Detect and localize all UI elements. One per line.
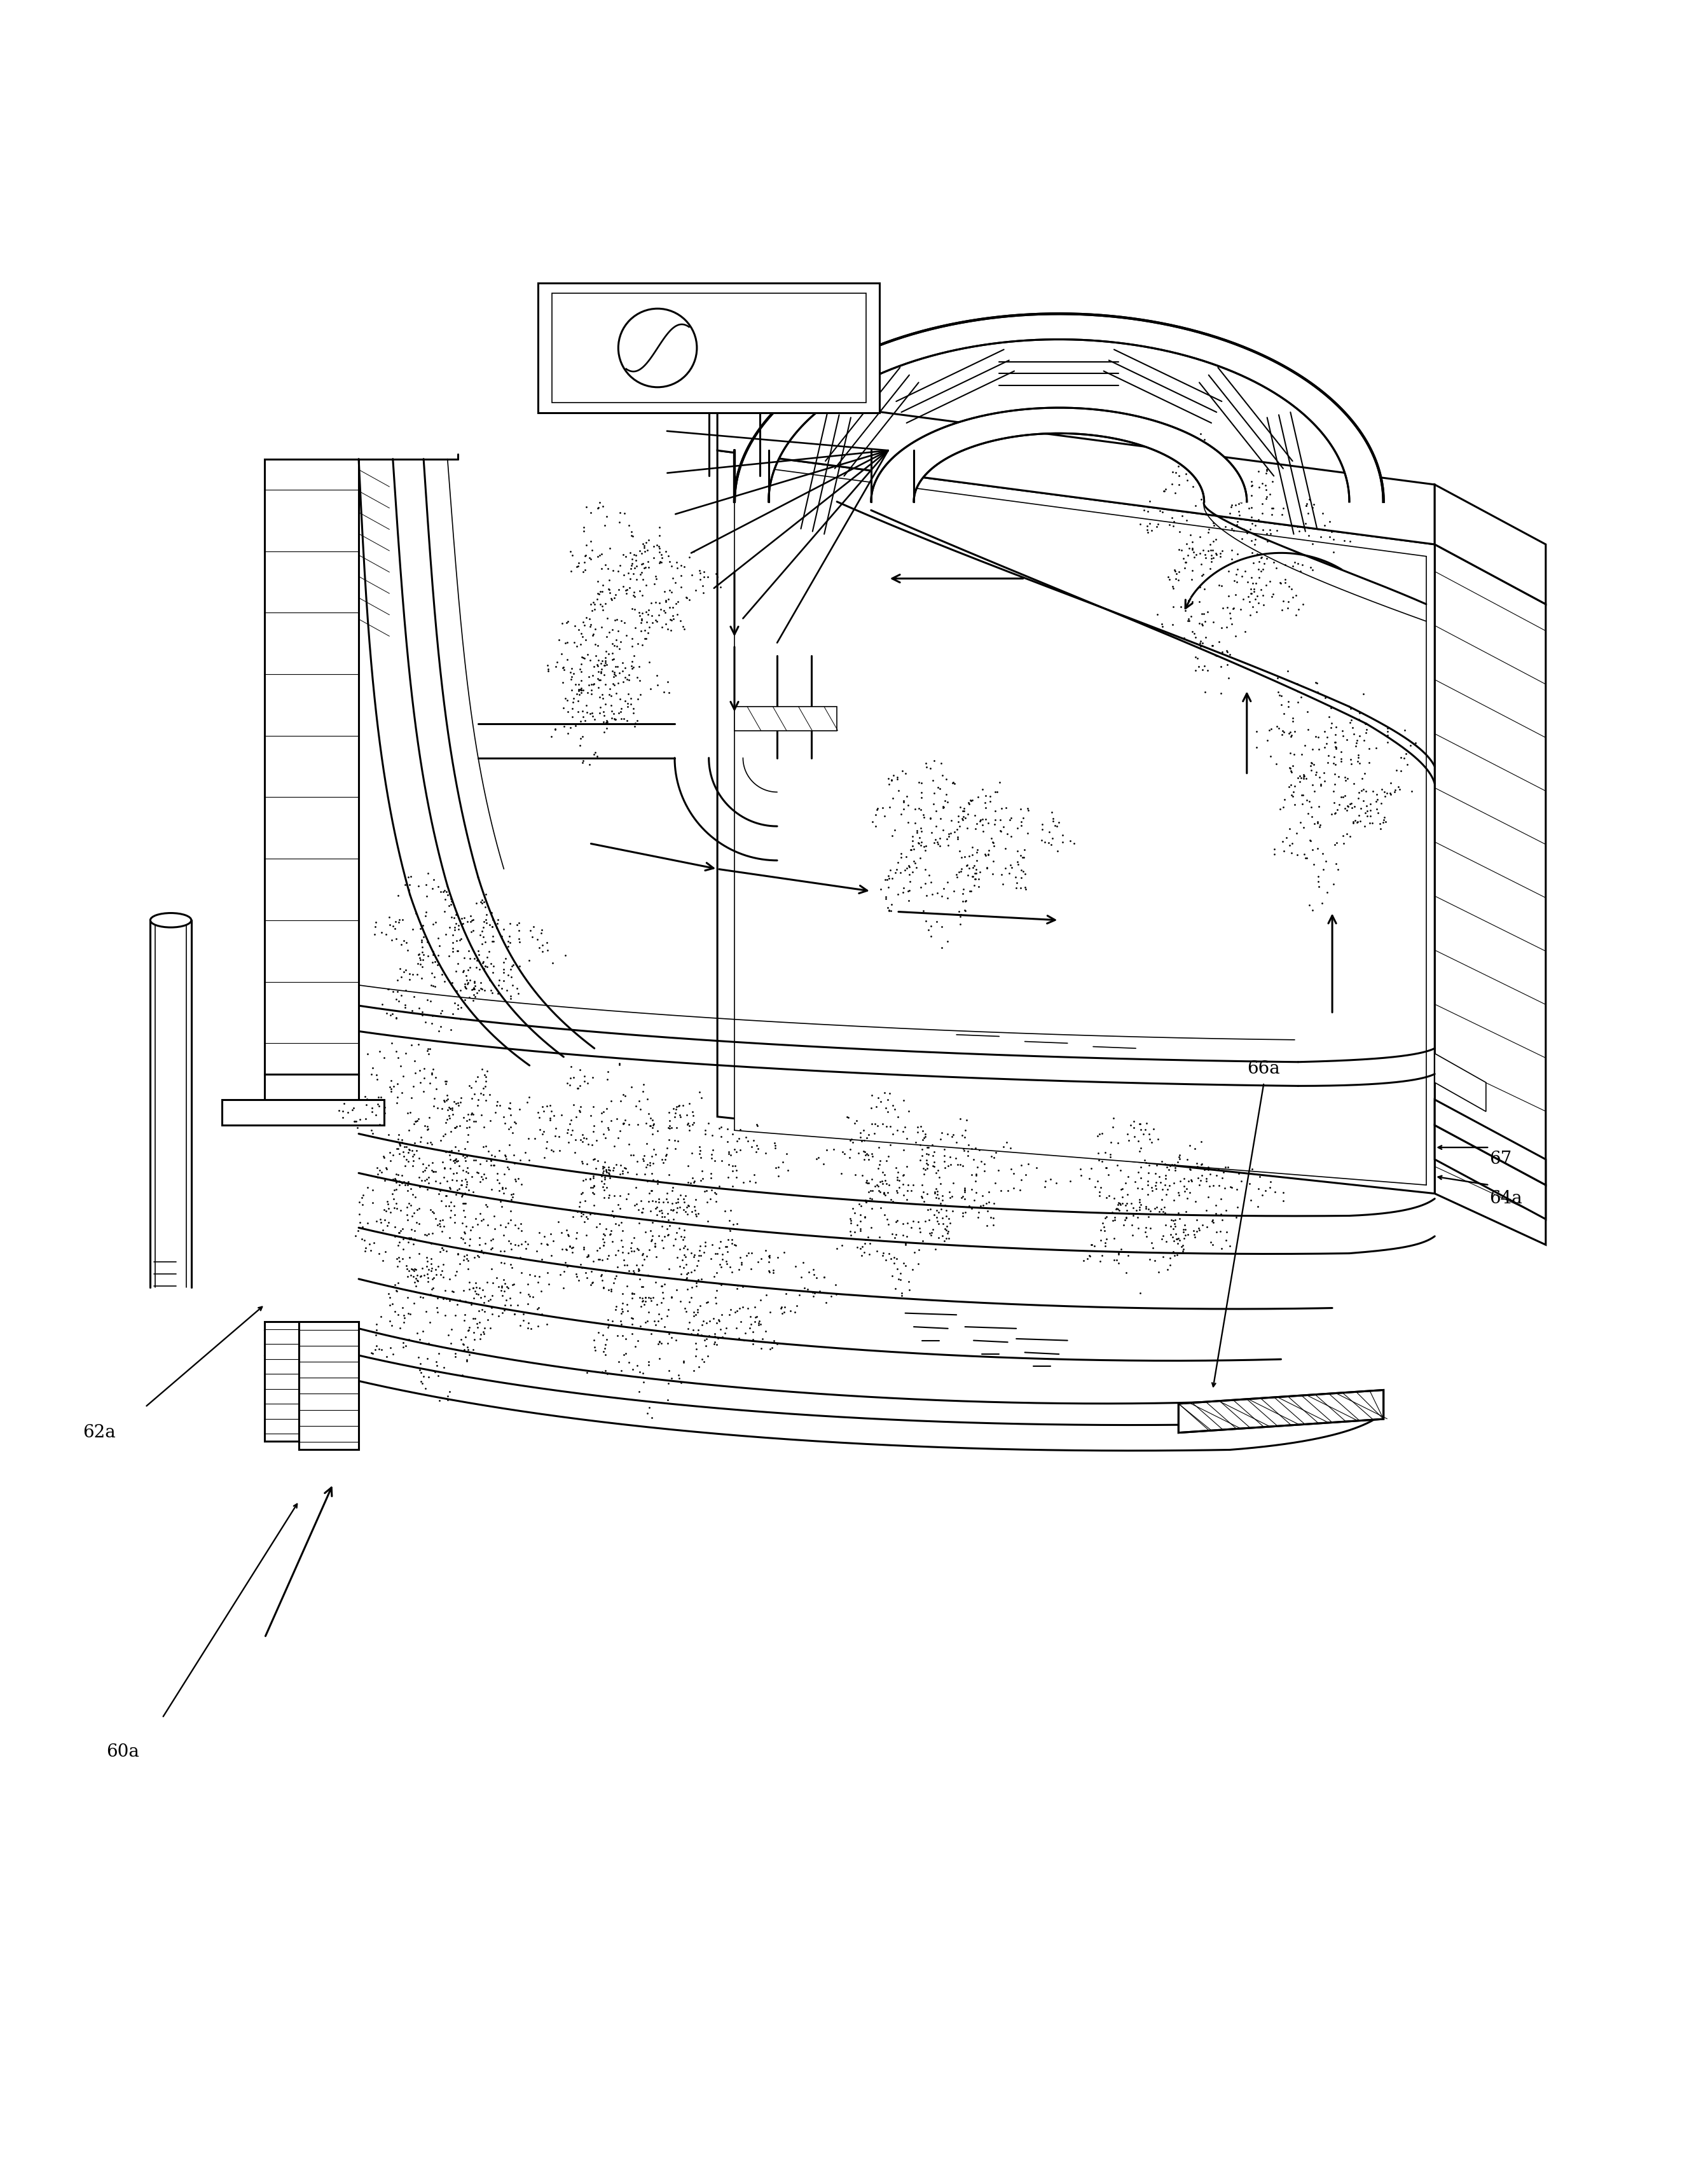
Polygon shape [1435,1100,1546,1184]
Text: 62a: 62a [82,1425,116,1442]
Polygon shape [734,450,769,502]
Ellipse shape [150,914,191,927]
Text: 64a: 64a [1489,1191,1522,1208]
Polygon shape [871,407,1247,502]
Polygon shape [265,1074,359,1100]
Polygon shape [150,920,191,1288]
Polygon shape [265,459,359,1074]
Polygon shape [734,314,1383,502]
Polygon shape [552,292,866,403]
Polygon shape [1435,1126,1546,1219]
Polygon shape [1435,543,1546,1245]
Polygon shape [265,1321,299,1442]
Polygon shape [734,463,1426,1184]
Text: 66a: 66a [1247,1061,1279,1078]
Text: 67: 67 [1489,1152,1512,1167]
Polygon shape [1435,1054,1486,1111]
Polygon shape [717,390,1435,543]
Text: 60a: 60a [106,1743,140,1760]
Polygon shape [1179,1390,1383,1433]
Polygon shape [734,706,837,730]
Polygon shape [299,1321,359,1451]
Polygon shape [1435,485,1546,604]
Polygon shape [871,450,914,502]
Polygon shape [538,284,880,414]
Polygon shape [222,1100,384,1126]
Polygon shape [717,450,1435,1193]
